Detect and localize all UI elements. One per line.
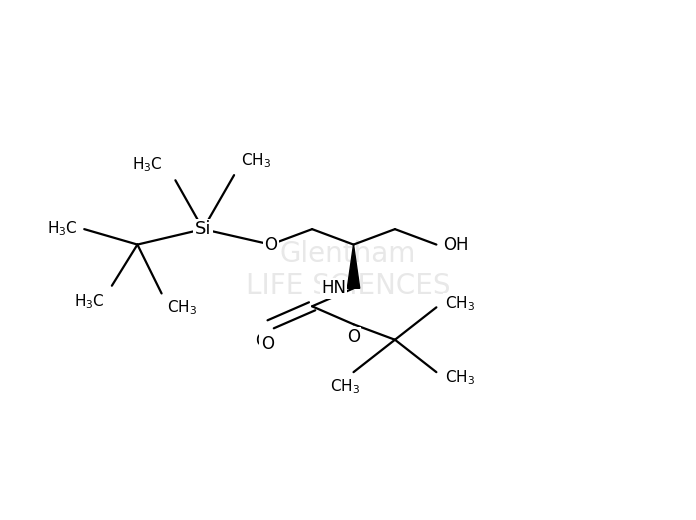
Text: CH$_3$: CH$_3$ — [167, 298, 197, 317]
Text: CH$_3$: CH$_3$ — [445, 368, 475, 387]
Polygon shape — [347, 244, 360, 288]
Text: O: O — [255, 332, 268, 350]
Text: OH: OH — [443, 236, 469, 254]
Text: O: O — [347, 328, 360, 346]
Text: H$_3$C: H$_3$C — [47, 220, 77, 239]
Text: O: O — [264, 236, 277, 254]
Text: O: O — [261, 334, 274, 353]
Text: CH$_3$: CH$_3$ — [241, 151, 271, 170]
Text: Si: Si — [195, 220, 212, 238]
Text: CH$_3$: CH$_3$ — [445, 294, 475, 313]
Text: CH$_3$: CH$_3$ — [330, 378, 361, 396]
Text: HN: HN — [321, 279, 346, 297]
Text: Glentham
LIFE SCIENCES: Glentham LIFE SCIENCES — [246, 240, 450, 301]
Text: H$_3$C: H$_3$C — [132, 155, 163, 174]
Text: H$_3$C: H$_3$C — [74, 292, 105, 311]
